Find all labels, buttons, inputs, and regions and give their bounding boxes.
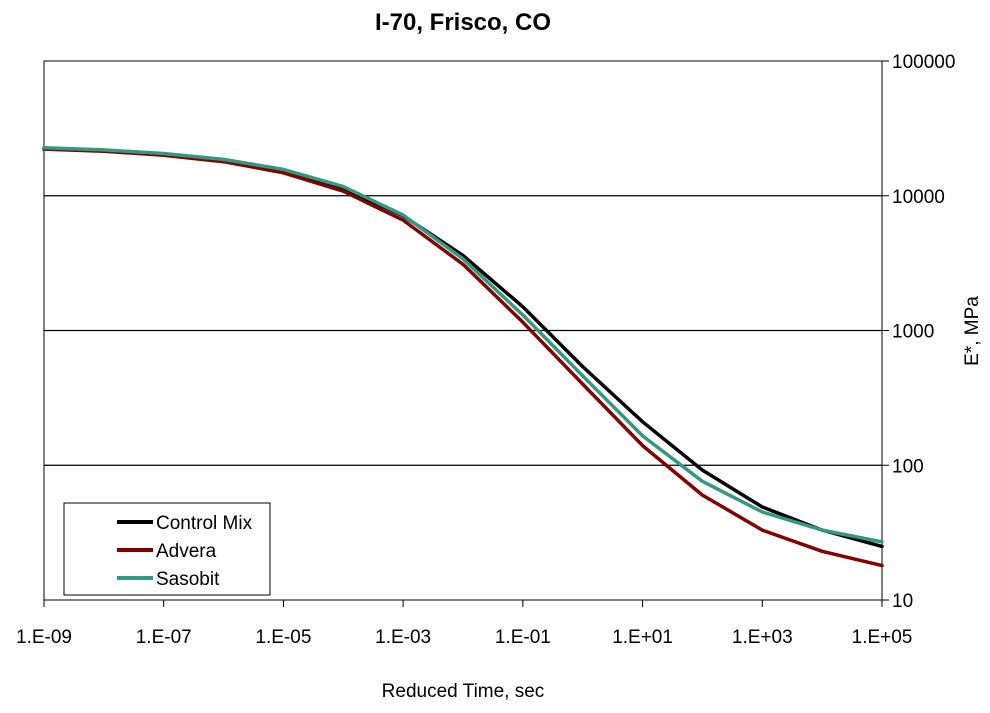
legend-box [63, 502, 271, 596]
y-tick-label: 1000 [892, 322, 934, 343]
legend: Control Mix Advera Sasobit [63, 502, 271, 596]
series-lines [42, 146, 884, 568]
grid-lines [44, 195, 882, 466]
x-tick-label: 1.E-01 [495, 627, 551, 648]
x-tick-label: 1.E+01 [612, 627, 673, 648]
series-line-advera [42, 147, 884, 568]
y-tick-label: 10000 [892, 187, 945, 208]
x-tick-label: 1.E+05 [852, 627, 913, 648]
legend-label: Control Mix [156, 513, 253, 534]
y-axis: 10 100 1000 10000 100000 [882, 52, 955, 612]
x-tick-label: 1.E+03 [732, 627, 793, 648]
y-axis-label: E*, MPa [962, 296, 983, 366]
y-tick-label: 100000 [892, 52, 955, 73]
legend-label: Advera [156, 541, 217, 562]
chart-title: I-70, Frisco, CO [375, 9, 551, 36]
x-tick-label: 1.E-07 [136, 627, 192, 648]
x-tick-label: 1.E-09 [16, 627, 72, 648]
legend-label: Sasobit [156, 569, 220, 590]
series-line-sasobit [42, 146, 884, 544]
x-axis: 1.E-09 1.E-07 1.E-05 1.E-03 1.E-01 1.E+01 1.E+… [16, 600, 912, 648]
x-tick-label: 1.E-05 [255, 627, 311, 648]
y-tick-label: 10 [892, 591, 913, 612]
y-tick-label: 100 [892, 456, 924, 477]
x-axis-label: Reduced Time, sec [382, 681, 545, 702]
x-tick-label: 1.E-03 [375, 627, 431, 648]
